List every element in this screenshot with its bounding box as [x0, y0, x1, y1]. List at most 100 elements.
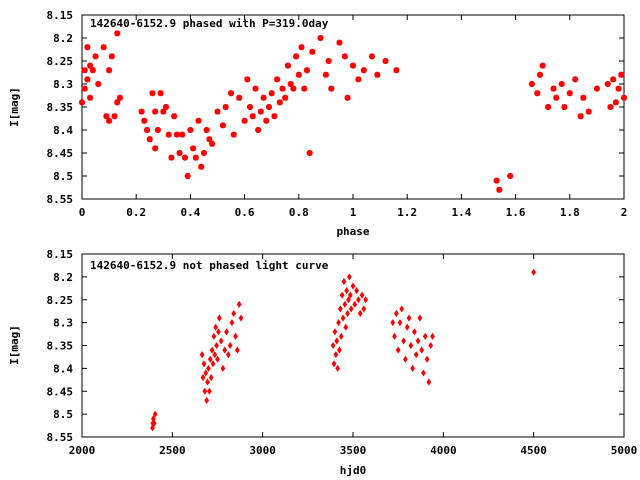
data-point [213, 323, 219, 331]
data-point [413, 351, 419, 359]
data-point [290, 85, 297, 92]
data-point [539, 62, 546, 69]
x-tick-label: 2000 [69, 444, 96, 457]
data-point [507, 173, 514, 179]
data-point [211, 332, 217, 340]
y-tick-label: 8.55 [47, 193, 74, 206]
data-point [81, 67, 88, 74]
y-tick-label: 8.3 [53, 317, 73, 330]
data-point [341, 53, 348, 60]
data-point [404, 323, 410, 331]
data-point [257, 108, 264, 115]
data-point [359, 291, 365, 299]
data-point [219, 122, 226, 129]
data-point [410, 364, 415, 372]
data-point [343, 323, 349, 331]
data-point [336, 319, 341, 327]
data-point [244, 76, 251, 83]
data-point [209, 346, 215, 354]
x-tick-label: 1.6 [506, 206, 526, 219]
data-point [363, 296, 369, 304]
x-tick-label: 0.8 [289, 206, 309, 219]
data-point [207, 355, 213, 363]
data-point [224, 328, 229, 336]
data-point [157, 90, 164, 97]
x-tick-label: 1.8 [560, 206, 580, 219]
data-point [87, 62, 94, 69]
data-point [325, 58, 332, 64]
data-point [210, 360, 216, 368]
y-tick-label: 8.3 [53, 78, 73, 91]
data-point [204, 396, 210, 404]
data-point [230, 131, 237, 138]
data-point [577, 113, 584, 120]
data-point [114, 30, 121, 37]
data-point [92, 53, 99, 60]
data-point [306, 150, 313, 156]
data-point [187, 127, 194, 133]
data-point [171, 113, 178, 120]
data-point [152, 108, 159, 115]
data-point [179, 131, 186, 138]
data-point [205, 378, 210, 386]
data-point [395, 346, 401, 354]
y-tick-label: 8.2 [53, 271, 73, 284]
data-point [430, 332, 435, 340]
data-point [181, 154, 188, 161]
y-axis-ticks: 8.15 8.2 8.25 8.3 8.35 8.4 8.45 8.5 8.55 [47, 9, 624, 206]
data-point [417, 314, 423, 322]
data-point [298, 44, 305, 51]
data-point [255, 127, 262, 133]
data-point [330, 341, 336, 350]
data-point [350, 62, 356, 69]
data-point [493, 177, 500, 184]
data-point [393, 67, 400, 74]
data-point [346, 296, 351, 304]
data-point [428, 341, 434, 350]
data-point [241, 117, 248, 124]
data-point [222, 346, 228, 354]
data-point [276, 99, 283, 106]
y-tick-label: 8.45 [47, 385, 74, 398]
y-tick-label: 8.2 [53, 32, 73, 45]
data-point [340, 314, 346, 322]
data-point [144, 127, 151, 133]
data-point [106, 117, 113, 124]
data-point [301, 85, 308, 92]
data-point [534, 90, 541, 97]
y-axis-label: I[mag] [8, 87, 21, 127]
data-point [604, 81, 611, 87]
data-point [214, 341, 219, 350]
data-point [168, 154, 175, 161]
data-point [406, 314, 412, 322]
data-point [337, 346, 342, 354]
data-point [545, 104, 552, 110]
data-point [561, 104, 568, 110]
chart-title: 142640-6152.9 phased with P=319.0day [90, 17, 329, 30]
data-point [399, 305, 405, 313]
data-point [81, 85, 88, 92]
data-point [152, 410, 158, 418]
x-axis-ticks: 2000 2500 3000 3500 4000 4500 5000 [69, 254, 637, 457]
y-tick-label: 8.4 [53, 124, 73, 137]
data-point [203, 369, 209, 377]
data-point [106, 67, 113, 74]
y-tick-label: 8.5 [53, 170, 73, 183]
x-tick-label: 0.6 [235, 206, 255, 219]
data-point [347, 273, 352, 281]
data-point [176, 150, 183, 156]
data-point [252, 85, 259, 92]
data-point [531, 268, 537, 276]
data-point [200, 373, 206, 382]
data-point [331, 360, 337, 368]
y-tick-label: 8.5 [53, 408, 73, 421]
data-point [108, 53, 115, 60]
y-tick-label: 8.35 [47, 340, 74, 353]
data-point [138, 108, 145, 115]
data-point [216, 328, 221, 336]
y-axis-label: I[mag] [8, 325, 21, 365]
data-point [496, 186, 503, 193]
data-point [236, 300, 242, 308]
data-point [382, 58, 389, 64]
